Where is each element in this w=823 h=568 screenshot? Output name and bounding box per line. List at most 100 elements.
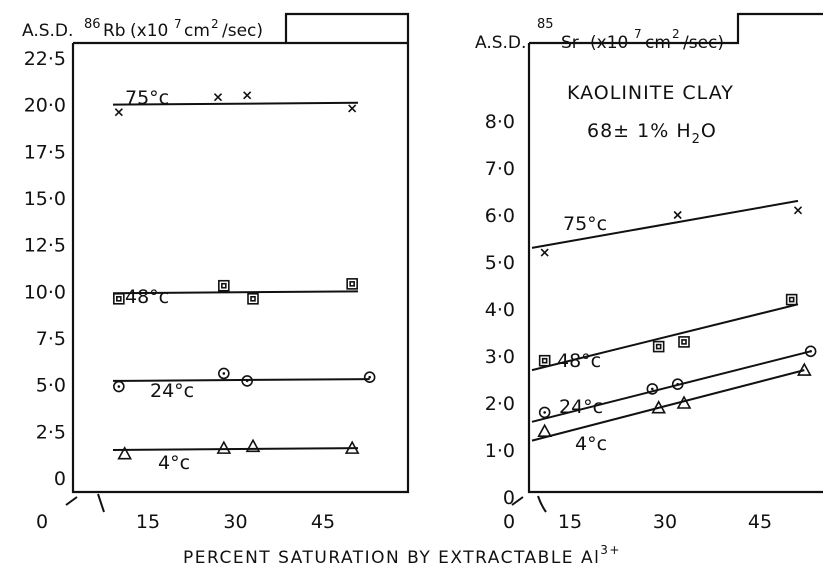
left-point-48c	[113, 292, 125, 305]
right-point-48c	[652, 340, 665, 353]
right-y-tick-label: 3·0	[485, 346, 515, 368]
right-point-4c	[651, 400, 667, 414]
left-header-sq: 2	[211, 17, 219, 31]
right-y-tick-label: 7·0	[485, 158, 515, 180]
x-axis-label-main: PERCENT SATURATION BY EXTRACTABLE Al	[183, 548, 600, 568]
left-panel: A.S.D. 86 Rb (x10 7 cm 2 /sec) 0 2·5 5·0 7·…	[22, 12, 410, 533]
right-panel: A.S.D. 85 Sr (x10 7 cm 2 /sec) KAOLINITE…	[475, 12, 823, 533]
left-point-75c	[114, 108, 123, 117]
right-series-labels: 75°c 48°c 24°c 4°c	[557, 213, 607, 455]
right-axis-break	[537, 495, 547, 513]
left-x-tick-label: 30	[223, 511, 247, 533]
left-y-tick-label: 5·0	[36, 375, 66, 397]
right-point-75c	[540, 248, 549, 257]
right-annotation-water-a: 68± 1% H	[587, 120, 692, 142]
left-fit-line-75c	[112, 101, 359, 106]
right-series-label-4c: 4°c	[575, 433, 607, 455]
left-y-tick-label: 20·0	[24, 95, 66, 117]
left-axis-break	[97, 493, 105, 513]
right-point-4c	[796, 362, 812, 376]
x-axis-label-sup: 3+	[600, 543, 621, 557]
right-header-units2: cm	[645, 33, 671, 53]
left-fit-line-48c	[112, 290, 359, 295]
left-y-tick-label: 0	[54, 468, 66, 490]
right-y-tick-label: 5·0	[485, 252, 515, 274]
right-fit-line-48c	[531, 303, 799, 372]
right-series-label-24c: 24°c	[559, 396, 603, 418]
right-header-exp: 7	[634, 27, 642, 41]
left-y-tick-label: 15·0	[24, 188, 66, 210]
right-header-units: (x10	[590, 33, 628, 53]
left-x-tick-labels: 15 30 45	[136, 511, 335, 533]
left-point-4c	[216, 440, 232, 454]
left-fit-lines	[112, 101, 370, 451]
right-y-tick-label: 0	[503, 487, 515, 509]
right-fit-line-75c	[531, 199, 799, 249]
left-header-units2: cm	[184, 21, 210, 41]
left-series-label-4c: 4°c	[158, 452, 190, 474]
left-point-24c	[363, 371, 376, 384]
left-y-tick-label: 17·5	[24, 141, 66, 163]
right-x-zero: 0	[503, 511, 515, 533]
right-annotation-water: 68± 1% H2O	[587, 120, 717, 147]
right-point-75c	[793, 206, 803, 215]
left-y-tick-label: 10·0	[24, 281, 66, 303]
left-point-24c	[218, 367, 230, 380]
right-header-mass: 85	[537, 17, 554, 32]
right-fit-lines	[531, 199, 811, 442]
right-fit-line-4c	[531, 369, 805, 442]
left-fit-line-24c	[112, 378, 370, 382]
right-y-tick-label: 1·0	[485, 440, 515, 462]
left-series-label-75c: 75°c	[125, 87, 169, 109]
right-y-tick-label: 4·0	[485, 299, 515, 321]
right-annotation-clay: KAOLINITE CLAY	[567, 82, 734, 104]
left-point-48c	[247, 292, 259, 305]
right-markers	[537, 206, 817, 437]
left-point-48c	[218, 279, 230, 292]
right-point-48c	[678, 336, 690, 348]
right-axis-tick-left	[511, 496, 524, 506]
right-header-isotope: Sr	[561, 33, 579, 53]
left-header-prefix: A.S.D.	[22, 21, 73, 41]
right-header-prefix: A.S.D.	[475, 33, 526, 53]
right-y-tick-labels: 0 1·0 2·0 3·0 4·0 5·0 6·0 7·0 8·0	[485, 111, 515, 509]
right-header-sq: 2	[672, 27, 680, 41]
left-point-48c	[346, 278, 358, 290]
right-point-24c	[646, 383, 659, 395]
left-point-75c	[213, 93, 223, 102]
left-series-label-24c: 24°c	[150, 380, 194, 402]
right-point-4c	[676, 395, 692, 409]
left-series-label-48c: 48°c	[125, 286, 169, 308]
right-series-label-48c: 48°c	[557, 350, 601, 372]
left-point-4c	[344, 440, 360, 454]
right-x-tick-label: 45	[748, 511, 772, 533]
right-x-tick-labels: 15 30 45	[558, 511, 772, 533]
left-point-75c	[243, 91, 252, 100]
left-fit-line-4c	[112, 447, 359, 451]
left-y-tick-labels: 0 2·5 5·0 7·5 10·0 12·5 15·0 17·5 20·0 22·5	[24, 48, 66, 490]
left-point-4c	[117, 446, 133, 460]
right-point-4c	[537, 423, 553, 437]
right-fit-line-24c	[531, 350, 811, 423]
left-x-zero: 0	[36, 511, 48, 533]
right-point-75c	[673, 210, 682, 220]
right-x-tick-label: 30	[653, 511, 677, 533]
right-y-tick-label: 8·0	[485, 111, 515, 133]
right-x-tick-label: 15	[558, 511, 582, 533]
left-axis-tick-left	[65, 496, 78, 506]
right-point-24c	[804, 345, 817, 358]
left-markers	[113, 91, 376, 460]
right-point-24c	[671, 378, 684, 391]
left-header-exp: 7	[174, 17, 182, 31]
left-point-24c	[113, 380, 125, 393]
left-y-tick-label: 22·5	[24, 48, 66, 70]
right-point-48c	[785, 293, 798, 306]
left-point-75c	[348, 104, 357, 113]
left-point-4c	[245, 438, 261, 453]
right-y-tick-label: 6·0	[485, 205, 515, 227]
right-point-24c	[538, 406, 551, 419]
right-panel-frame	[527, 12, 823, 494]
left-series-labels: 75°c 48°c 24°c 4°c	[125, 87, 194, 474]
left-y-tick-label: 7·5	[36, 328, 66, 350]
